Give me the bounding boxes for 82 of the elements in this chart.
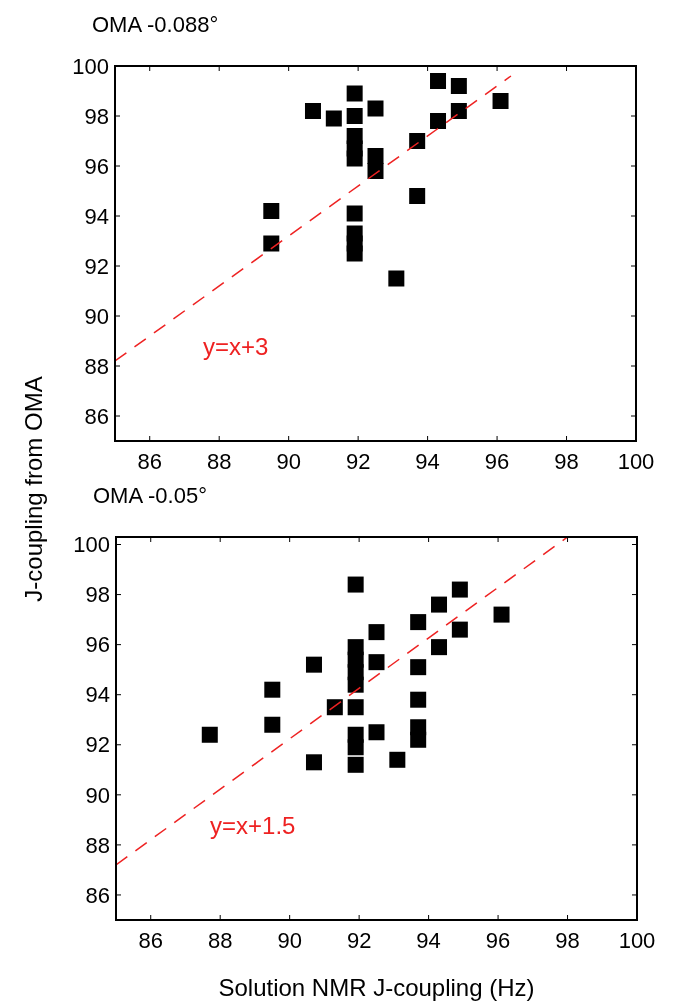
- point: [451, 581, 468, 598]
- point: [430, 113, 447, 129]
- x-axis-title: Solution NMR J-coupling (Hz): [218, 974, 535, 1001]
- point: [263, 235, 280, 252]
- x-tick-label: 98: [554, 449, 579, 474]
- point: [431, 596, 448, 613]
- point: [304, 103, 321, 119]
- point: [389, 751, 406, 768]
- y-tick-label: 94: [84, 203, 109, 229]
- x-tick-label: 86: [138, 928, 163, 953]
- point: [368, 724, 385, 741]
- point: [346, 108, 363, 124]
- x-tick-label: 90: [276, 449, 301, 474]
- point: [326, 699, 343, 716]
- chart-title: OMA -0.088°: [92, 12, 219, 37]
- y-tick-label: 94: [85, 682, 110, 708]
- point: [347, 676, 364, 693]
- x-tick-label: 90: [277, 928, 302, 953]
- point: [368, 654, 385, 671]
- point: [409, 188, 426, 204]
- x-tick-label: 92: [345, 449, 371, 474]
- x-tick-label: 92: [346, 928, 372, 953]
- x-tick-label: 88: [206, 449, 232, 474]
- x-tick-label: 96: [484, 449, 510, 474]
- point: [430, 73, 447, 89]
- point: [305, 754, 322, 771]
- x-tick-label: 88: [207, 928, 233, 953]
- point: [346, 205, 363, 222]
- point: [346, 150, 363, 167]
- point: [410, 691, 427, 708]
- x-tick-label: 100: [617, 449, 655, 474]
- point: [264, 681, 281, 698]
- point: [347, 576, 364, 593]
- y-axis-title: J-coupling from OMA: [20, 376, 47, 602]
- point: [346, 85, 363, 102]
- x-tick-label: 86: [137, 449, 162, 474]
- annotation: y=x+1.5: [210, 812, 296, 839]
- x-tick-label: 100: [618, 928, 656, 953]
- y-tick-label: 96: [84, 153, 109, 179]
- x-tick-label: 96: [485, 928, 511, 953]
- y-tick-label: 98: [84, 103, 109, 129]
- point: [347, 699, 364, 716]
- y-tick-label: 86: [84, 403, 109, 429]
- point: [493, 606, 510, 623]
- point: [410, 731, 427, 748]
- point: [264, 716, 281, 733]
- y-tick-label: 98: [85, 582, 110, 608]
- point: [367, 163, 384, 179]
- point: [367, 148, 384, 164]
- point: [347, 739, 364, 756]
- y-tick-label: 88: [85, 832, 110, 858]
- y-tick-label: 86: [85, 882, 110, 908]
- x-tick-label: 98: [555, 928, 580, 953]
- point: [305, 656, 322, 673]
- y-tick-label: 92: [85, 732, 110, 758]
- point: [325, 110, 342, 127]
- y-tick-label: 100: [73, 532, 110, 558]
- y-tick-label: 88: [84, 353, 109, 379]
- point: [367, 100, 384, 117]
- point: [388, 270, 405, 287]
- y-tick-label: 100: [72, 53, 109, 79]
- point: [201, 726, 218, 743]
- y-tick-label: 92: [84, 253, 109, 279]
- chart-title: OMA -0.05°: [93, 483, 207, 508]
- point: [450, 78, 467, 94]
- point: [431, 639, 448, 656]
- x-tick-label: 94: [416, 928, 441, 953]
- point: [368, 624, 385, 641]
- x-tick-label: 94: [415, 449, 440, 474]
- y-tick-label: 96: [85, 632, 110, 658]
- y-tick-label: 90: [85, 782, 110, 808]
- y-tick-label: 90: [84, 303, 109, 329]
- point: [410, 614, 427, 631]
- point: [410, 659, 427, 676]
- point: [492, 93, 509, 109]
- point: [346, 245, 363, 262]
- point: [263, 203, 280, 219]
- point: [451, 621, 468, 638]
- annotation: y=x+3: [203, 333, 269, 360]
- point: [347, 756, 364, 773]
- point: [450, 103, 467, 119]
- point: [409, 133, 426, 149]
